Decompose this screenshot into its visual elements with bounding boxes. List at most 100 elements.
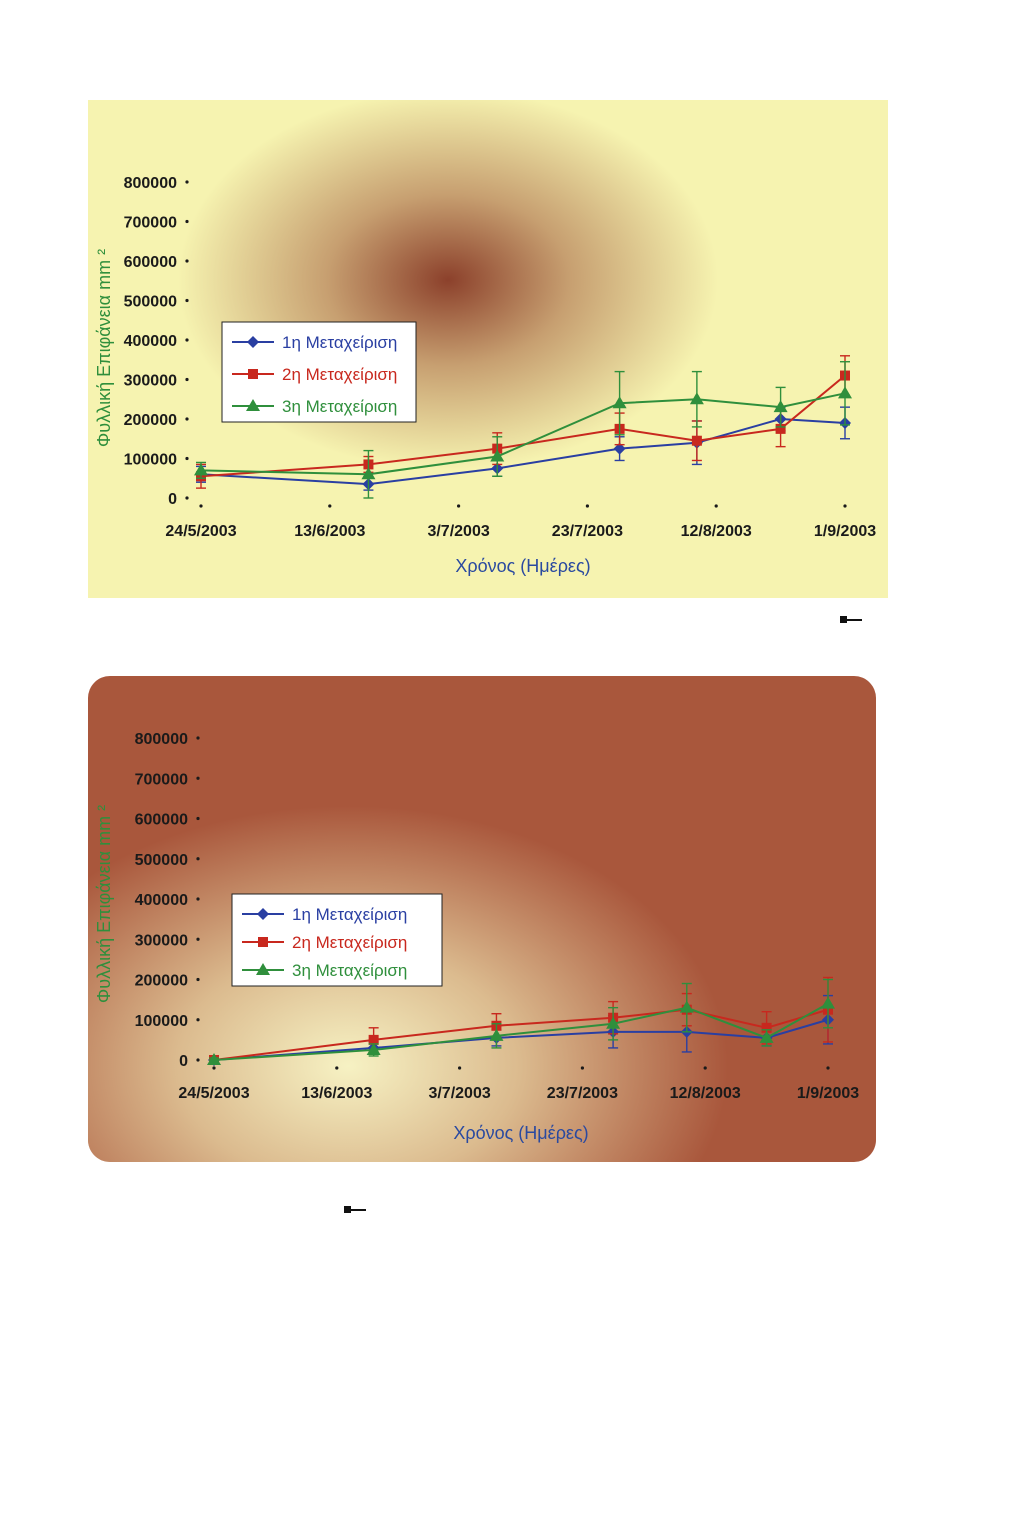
legend-entry: 1η Μεταχείριση [282, 333, 397, 352]
square-marker [761, 1022, 772, 1033]
x-tick-dot [457, 504, 461, 508]
y-tick-label: 800000 [135, 731, 188, 748]
square-marker [368, 1034, 379, 1045]
y-tick-label: 300000 [135, 932, 188, 949]
legend-entry: 3η Μεταχείριση [282, 397, 397, 416]
series-line [213, 1002, 829, 1061]
x-tick-dot [580, 1066, 584, 1070]
x-tick-label: 13/6/2003 [301, 1085, 372, 1102]
y-tick-label: 200000 [135, 973, 188, 990]
x-tick-dot [199, 504, 203, 508]
x-tick-dot [703, 1066, 707, 1070]
triangle-marker [773, 400, 788, 413]
y-tick-label: 600000 [135, 812, 188, 829]
series-3 [194, 361, 852, 499]
x-tick-dot [458, 1066, 462, 1070]
legend: 1η Μεταχείριση 2η Μεταχείριση 3η Μεταχείρι… [231, 893, 443, 987]
y-tick-label: 300000 [124, 373, 177, 390]
legend-entry: 3η Μεταχείριση [292, 961, 407, 980]
legend: 1η Μεταχείριση 2η Μεταχείριση 3η Μεταχείρι… [221, 321, 417, 423]
legend-marker-decoration [344, 1206, 366, 1214]
legend-entry: 1η Μεταχείριση [292, 905, 407, 924]
y-tick-dot [185, 180, 189, 184]
x-tick-dot [335, 1066, 339, 1070]
chart-panel-1: 0 100000 200000 300000 400000 500000 600000 700… [88, 100, 888, 598]
triangle-marker [194, 463, 208, 476]
x-tick-dot [585, 504, 589, 508]
y-axis-label: Φυλλική Επιφάνεια mm ² [94, 805, 114, 1003]
y-tick-label: 500000 [124, 294, 177, 311]
series-line [200, 417, 846, 486]
triangle-marker [490, 449, 505, 462]
y-tick-dot [196, 937, 200, 941]
diamond-marker [247, 336, 259, 348]
triangle-marker [838, 386, 852, 399]
triangle-marker [689, 392, 704, 405]
legend-entry: 2η Μεταχείριση [292, 933, 407, 952]
y-tick-label: 600000 [124, 254, 177, 271]
y-tick-label: 200000 [124, 412, 177, 429]
triangle-marker [207, 1053, 221, 1065]
x-axis-label: Χρόνος (Ημέρες) [455, 556, 590, 576]
x-tick-label: 24/5/2003 [178, 1085, 249, 1102]
square-marker [248, 369, 258, 379]
x-tick-label: 12/8/2003 [681, 523, 752, 540]
y-tick-label: 500000 [135, 852, 188, 869]
leaf-area-chart-2: 0 100000 200000 300000 400000 500000 600000 700… [94, 731, 859, 1143]
y-tick-label: 400000 [135, 892, 188, 909]
y-tick-label: 700000 [124, 215, 177, 232]
y-tick-dot [185, 219, 189, 224]
legend-marker-decoration [840, 616, 862, 624]
x-tick-label: 12/8/2003 [670, 1085, 741, 1102]
series-3 [207, 978, 835, 1065]
x-tick-dot [843, 504, 847, 508]
x-tick-dot [826, 1066, 830, 1070]
diamond-marker [613, 442, 626, 455]
triangle-marker [759, 1030, 774, 1043]
y-tick-dot [185, 259, 189, 263]
y-tick-label: 100000 [135, 1013, 188, 1030]
triangle-marker [361, 467, 376, 480]
triangle-marker [679, 1000, 694, 1013]
y-tick-dot [196, 1018, 200, 1022]
x-tick-dot [714, 504, 718, 508]
x-tick-label: 1/9/2003 [797, 1085, 859, 1102]
y-tick-dot [185, 298, 189, 303]
y-tick-dot [196, 816, 200, 821]
y-tick-label: 0 [179, 1053, 188, 1070]
x-tick-label: 24/5/2003 [165, 523, 236, 540]
y-tick-dot [196, 977, 200, 982]
triangle-marker [489, 1028, 504, 1041]
diamond-marker [257, 908, 269, 920]
x-axis-label: Χρόνος (Ημέρες) [453, 1123, 588, 1143]
triangle-marker [821, 996, 835, 1009]
triangle-marker [612, 396, 627, 409]
x-tick-label: 23/7/2003 [547, 1085, 618, 1102]
x-tick-label: 23/7/2003 [552, 523, 623, 540]
triangle-marker [246, 399, 260, 411]
y-tick-dot [185, 377, 189, 382]
y-tick-label: 100000 [124, 452, 177, 469]
x-tick-label: 13/6/2003 [294, 523, 365, 540]
y-tick-label: 0 [168, 491, 177, 508]
chart-panel-2: 0 100000 200000 300000 400000 500000 600000 700… [88, 676, 876, 1162]
y-tick-dot [196, 1058, 200, 1062]
y-tick-dot [196, 736, 200, 740]
y-tick-label: 400000 [124, 333, 177, 350]
y-tick-dot [196, 897, 200, 901]
triangle-marker [606, 1016, 621, 1029]
series-2 [209, 976, 833, 1065]
leaf-area-chart-1: 0 100000 200000 300000 400000 500000 600000 700… [94, 175, 876, 576]
legend-entry: 2η Μεταχείριση [282, 365, 397, 384]
y-tick-label: 700000 [135, 771, 188, 788]
y-tick-dot [196, 776, 200, 780]
x-tick-dot [328, 504, 332, 508]
x-tick-label: 3/7/2003 [427, 523, 489, 540]
chart-background [88, 676, 876, 1162]
x-tick-label: 3/7/2003 [428, 1085, 490, 1102]
triangle-marker [366, 1042, 381, 1055]
x-tick-dot [212, 1066, 216, 1070]
chart-background [88, 100, 888, 598]
x-tick-label: 1/9/2003 [814, 523, 876, 540]
square-marker [691, 435, 702, 446]
